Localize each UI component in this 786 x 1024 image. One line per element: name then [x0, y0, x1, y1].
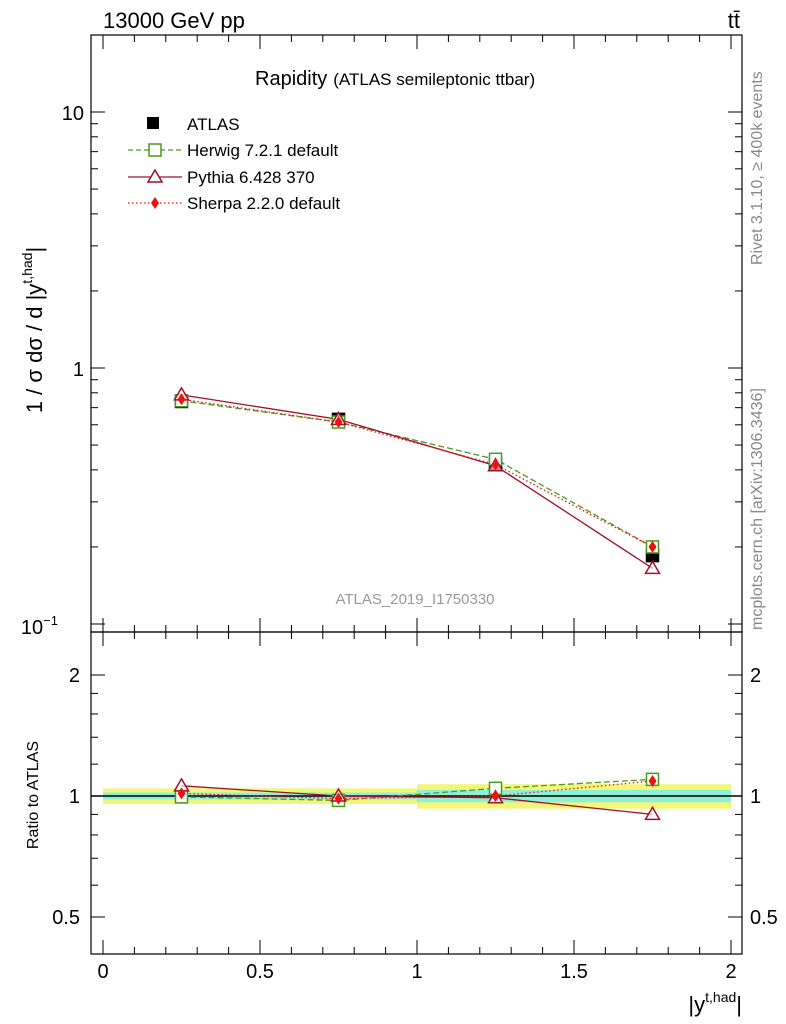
legend-atlas-label: ATLAS	[187, 115, 240, 134]
pythia-point	[644, 559, 661, 575]
main-series-line-3	[181, 398, 653, 548]
xtick-label-1: 1	[411, 961, 422, 983]
ratio-ytick-label-1: 1	[69, 786, 80, 808]
chart-title: Rapidity (ATLAS semileptonic ttbar)	[255, 68, 535, 90]
mcplots-label: mcplots.cern.ch [arXiv:1306.3436]	[749, 388, 766, 630]
ratio-sherpa-point	[334, 792, 343, 805]
ytick-label-10: 10	[62, 103, 84, 125]
legend-herwig-marker	[148, 143, 162, 157]
xtick-label-1p5: 1.5	[560, 961, 588, 983]
ratio-series-line-0	[181, 778, 653, 802]
analysis-watermark: ATLAS_2019_I1750330	[335, 591, 494, 608]
energy-label: 13000 GeV pp	[103, 8, 245, 33]
ratio-y-axis-label: Ratio to ATLAS	[25, 741, 42, 849]
legend-sherpa-label: Sherpa 2.2.0 default	[187, 194, 340, 213]
legend: ATLAS Herwig 7.2.1 default Pythia 6.428 …	[128, 115, 340, 213]
legend-herwig-label: Herwig 7.2.1 default	[187, 141, 338, 160]
main-series-line-2	[181, 394, 653, 569]
ratio-pythia-point	[644, 805, 661, 821]
legend-pythia-label: Pythia 6.428 370	[187, 168, 315, 187]
xtick-label-2: 2	[725, 961, 736, 983]
rivet-label: Rivet 3.1.10, ≥ 400k events	[749, 71, 766, 265]
ratio-axis-ticks	[91, 632, 742, 954]
ratio-ytick-right-label-0p5: 0.5	[750, 907, 778, 929]
ratio-ytick-right-label-1: 1	[750, 786, 761, 808]
legend-pythia-marker	[146, 168, 164, 183]
main-axis-ticks	[91, 35, 742, 632]
ratio-ytick-label-2: 2	[69, 665, 80, 687]
ratio-ytick-label-0p5: 0.5	[52, 907, 80, 929]
ytick-label-0p1: 10−1	[21, 613, 58, 639]
ratio-series-line-2	[181, 780, 653, 800]
main-series-line-1	[181, 400, 653, 548]
ratio-sherpa-point	[648, 774, 657, 787]
ratio-ytick-right-label-2: 2	[750, 665, 761, 687]
x-axis-label: |yt,had|	[688, 989, 742, 1017]
legend-sherpa-marker	[151, 197, 159, 209]
ratio-sherpa-point	[491, 790, 500, 802]
xtick-label-0p5: 0.5	[246, 961, 274, 983]
sherpa-point	[177, 393, 186, 406]
legend-atlas-marker	[147, 117, 159, 129]
sherpa-point	[648, 540, 657, 553]
main-y-axis-label: 1 / σ dσ / d |yt,had|	[19, 247, 47, 413]
ratio-sherpa-point	[177, 787, 186, 800]
ytick-label-1: 1	[73, 359, 84, 381]
ratio-plot-series	[173, 772, 661, 821]
main-plot-series	[173, 386, 661, 575]
sherpa-point	[491, 458, 500, 471]
ratio-series-line-1	[181, 785, 653, 816]
xtick-label-0: 0	[97, 961, 108, 983]
sherpa-point	[334, 416, 343, 429]
process-label: tt̄	[728, 8, 740, 33]
